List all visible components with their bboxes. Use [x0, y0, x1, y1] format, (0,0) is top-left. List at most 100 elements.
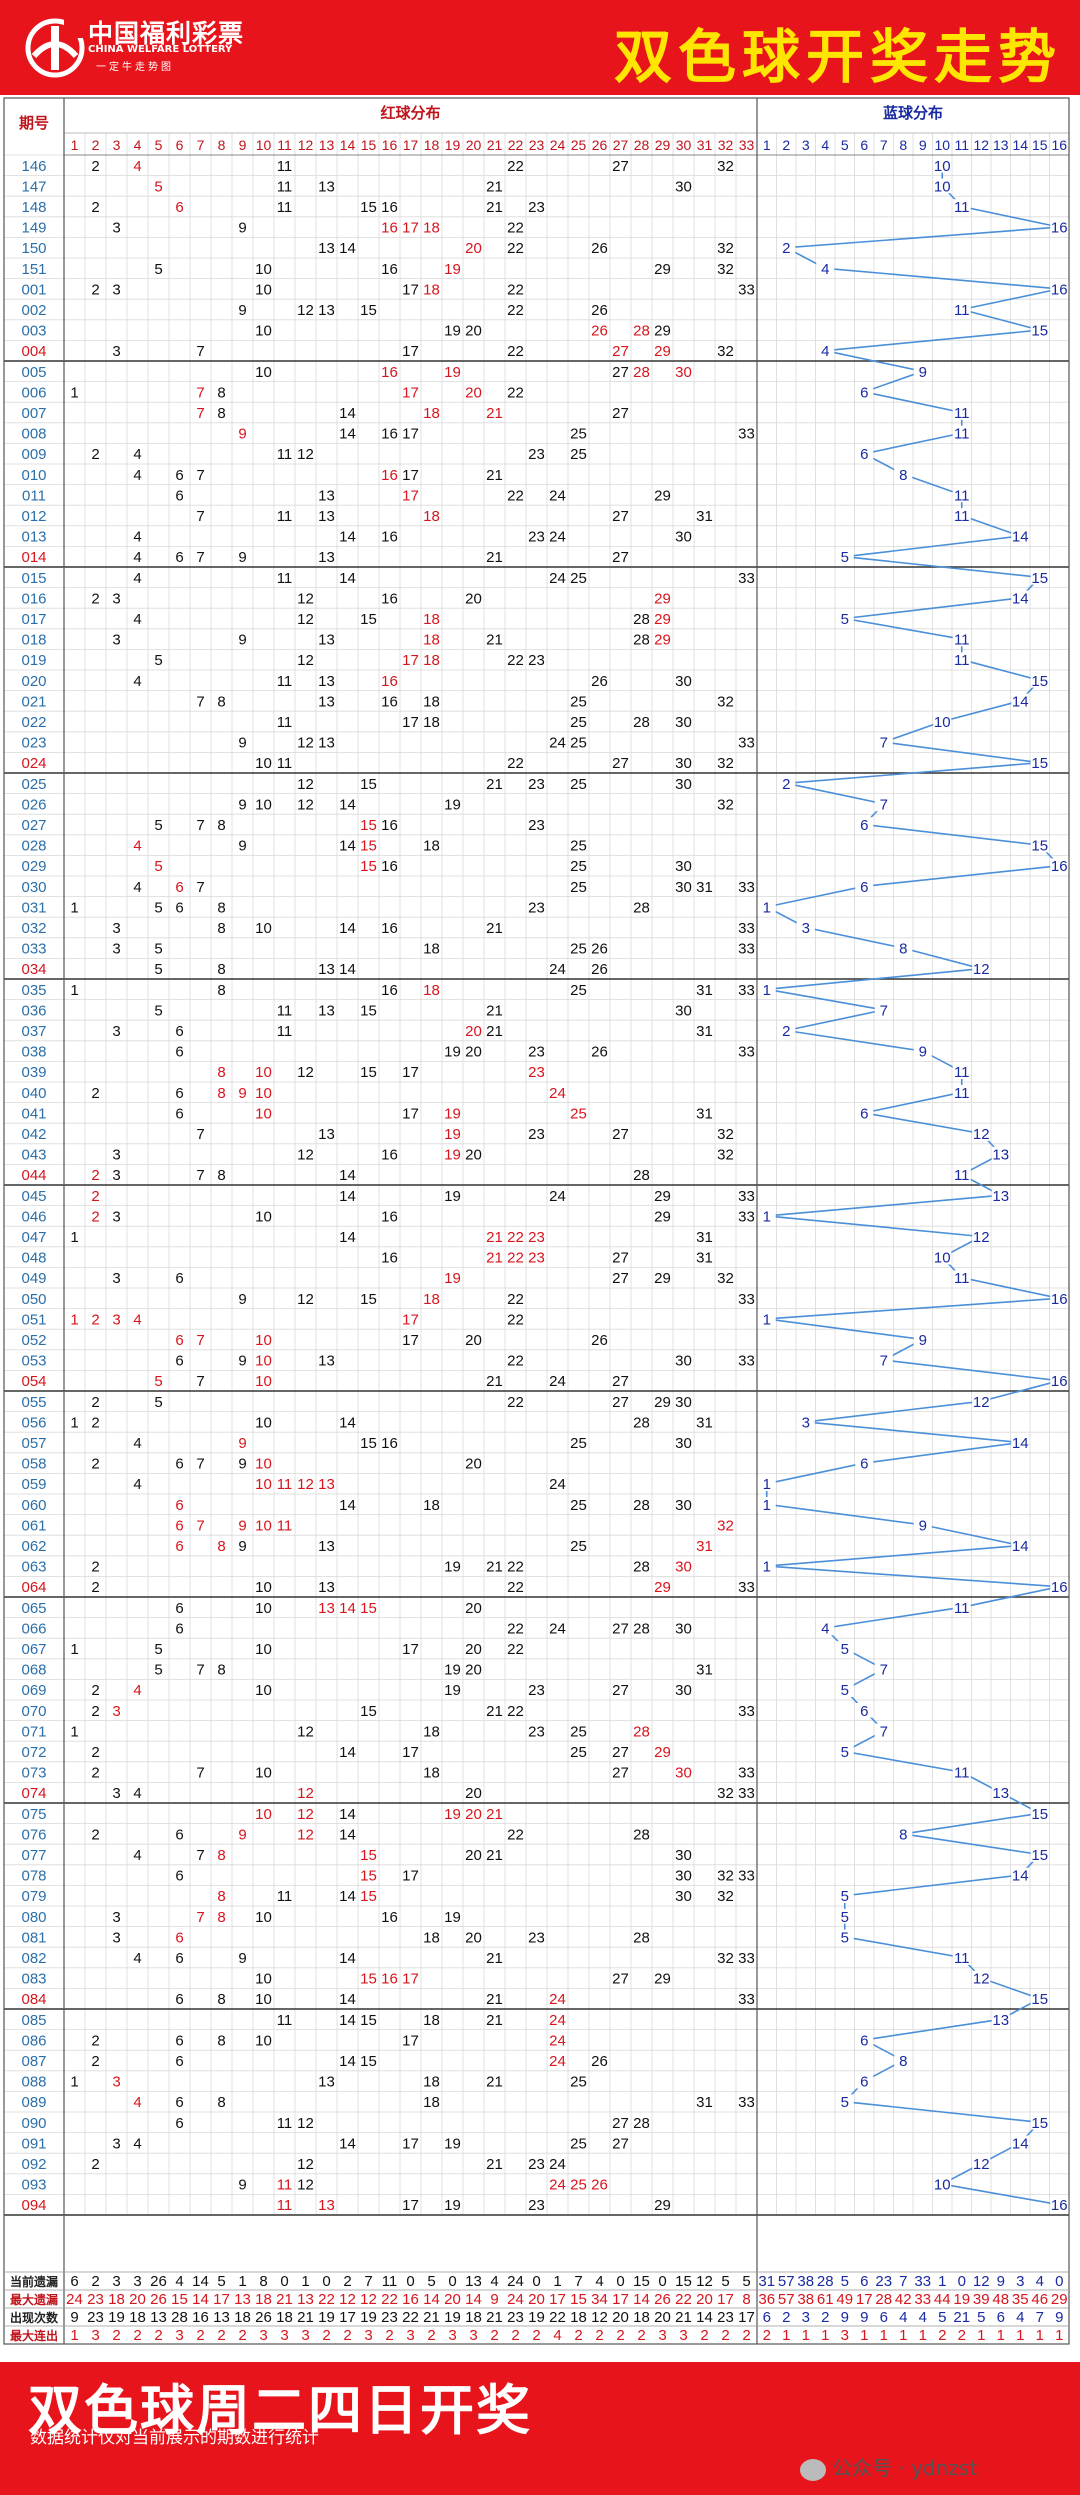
red-ball-number: 10 [255, 1909, 272, 1926]
red-ball-number: 7 [196, 343, 204, 360]
red-col-header: 11 [277, 137, 292, 153]
red-col-header: 18 [424, 137, 440, 153]
blue-ball-bg [777, 1023, 796, 1038]
period-label: 022 [21, 714, 46, 731]
red-ball-number: 25 [570, 714, 587, 731]
red-ball-number: 30 [675, 529, 692, 546]
red-ball-number: 24 [549, 961, 566, 978]
red-ball-number: 14 [339, 1991, 356, 2008]
red-ball-number: 32 [717, 343, 734, 360]
page-title: 双色球开奖走势 [613, 23, 1062, 91]
period-label: 013 [21, 529, 46, 546]
red-ball-number: 13 [318, 2074, 335, 2091]
period-label: 087 [21, 2053, 46, 2070]
red-ball-number: 19 [444, 261, 461, 278]
red-ball-number: 16 [381, 1147, 398, 1164]
blue-ball-bg [835, 549, 854, 564]
red-col-header: 20 [466, 137, 482, 153]
stats-red-value: 9 [490, 2291, 498, 2308]
red-ball-number: 27 [612, 549, 629, 566]
blue-ball-bg [835, 1929, 854, 1945]
red-ball-number: 21 [486, 1373, 503, 1390]
red-ball-number: 28 [633, 364, 650, 381]
red-ball-number: 22 [507, 1394, 524, 1411]
blue-ball-bg [757, 982, 776, 997]
red-ball-number: 21 [486, 178, 503, 195]
red-ball-number: 23 [528, 776, 545, 793]
blue-ball-bg [991, 1146, 1010, 1162]
red-ball-number: 5 [154, 858, 162, 875]
blue-ball-number: 6 [860, 2032, 868, 2049]
red-ball-number: 23 [528, 2197, 545, 2214]
red-ball-number: 33 [738, 1291, 755, 1308]
red-ball-number: 17 [402, 2032, 419, 2049]
red-ball-number: 1 [70, 1311, 78, 1328]
stats-blue-value: 5 [977, 2309, 985, 2326]
red-ball-number: 19 [444, 1682, 461, 1699]
blue-col-header: 14 [1012, 137, 1028, 153]
red-ball-number: 4 [133, 673, 141, 690]
blue-ball-bg [952, 508, 971, 523]
red-ball-number: 6 [175, 1929, 183, 1946]
stats-red-value: 0 [280, 2273, 288, 2290]
red-ball-number: 28 [633, 1497, 650, 1514]
red-ball-number: 9 [238, 1085, 246, 1102]
blue-ball-bg [933, 1249, 952, 1265]
stats-blue-value: 1 [821, 2327, 829, 2344]
blue-ball-bg [894, 1826, 913, 1842]
red-ball-number: 6 [175, 199, 183, 216]
red-ball-number: 27 [612, 158, 629, 175]
red-ball-number: 4 [133, 2135, 141, 2152]
red-ball-number: 3 [112, 1785, 120, 1802]
red-ball-number: 4 [133, 529, 141, 546]
red-ball-number: 9 [238, 1435, 246, 1452]
stats-red-value: 24 [507, 2273, 524, 2290]
red-ball-number: 20 [465, 1023, 482, 1040]
period-label: 007 [21, 405, 46, 422]
blue-ball-number: 16 [1051, 858, 1068, 875]
header-banner [0, 0, 1080, 95]
red-ball-number: 7 [196, 1332, 204, 1349]
stats-red-value: 2 [532, 2327, 540, 2344]
stats-blue-value: 38 [797, 2273, 814, 2290]
red-col-header: 5 [155, 137, 163, 153]
red-ball-number: 3 [112, 1909, 120, 1926]
red-ball-number: 25 [570, 1497, 587, 1514]
stats-red-value: 26 [150, 2291, 167, 2308]
period-label: 063 [21, 1559, 46, 1576]
red-ball-number: 20 [465, 1600, 482, 1617]
period-label: 092 [21, 2156, 46, 2173]
red-ball-number: 2 [91, 1208, 99, 1225]
red-ball-number: 11 [277, 178, 293, 195]
blue-ball-bg [952, 652, 971, 667]
red-ball-number: 3 [112, 1929, 120, 1946]
red-col-header: 17 [403, 137, 419, 153]
blue-ball-number: 15 [1031, 1847, 1048, 1864]
red-ball-number: 6 [175, 1332, 183, 1349]
blue-ball-bg [835, 1888, 854, 1903]
stats-red-value: 5 [217, 2273, 225, 2290]
red-ball-number: 9 [238, 1456, 246, 1473]
red-ball-number: 30 [675, 776, 692, 793]
wechat-icon [800, 2458, 826, 2481]
red-ball-number: 15 [360, 1703, 377, 1720]
period-label: 037 [21, 1023, 46, 1040]
stats-red-value: 5 [427, 2273, 435, 2290]
red-ball-number: 4 [133, 2094, 141, 2111]
red-ball-number: 21 [486, 1559, 503, 1576]
red-ball-number: 12 [297, 1723, 314, 1740]
logo-en-text: CHINA WELFARE LOTTERY [88, 44, 233, 55]
blue-ball-bg [1050, 858, 1069, 873]
red-col-header: 6 [176, 137, 184, 153]
red-ball-number: 6 [175, 1105, 183, 1122]
blue-col-header: 3 [802, 137, 810, 153]
blue-ball-number: 1 [763, 1497, 771, 1514]
red-ball-number: 16 [381, 693, 398, 710]
red-ball-number: 30 [675, 858, 692, 875]
stats-red-value: 19 [108, 2309, 125, 2326]
red-ball-number: 30 [675, 1353, 692, 1370]
red-ball-number: 28 [633, 1929, 650, 1946]
red-ball-number: 14 [339, 570, 356, 587]
red-ball-number: 21 [486, 2074, 503, 2091]
red-ball-number: 2 [91, 590, 99, 607]
